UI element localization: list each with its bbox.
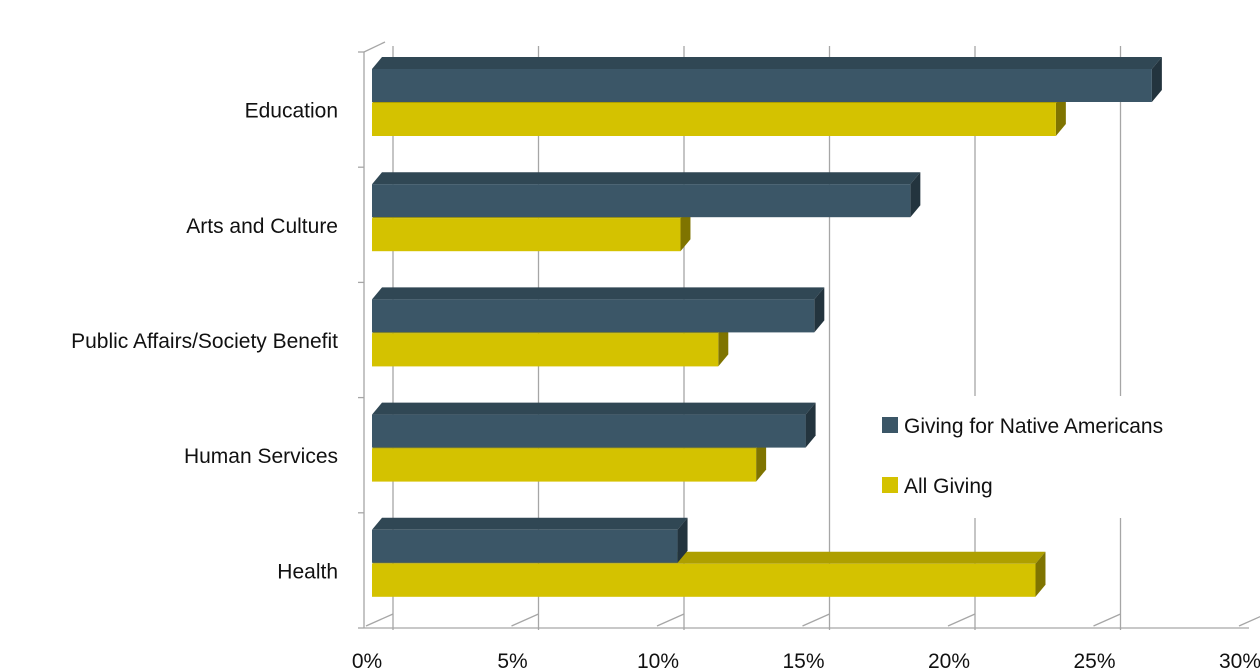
bar-end-face <box>677 517 688 563</box>
axis-layer <box>358 41 1249 629</box>
bar <box>372 563 1036 597</box>
bar <box>372 299 815 333</box>
bar <box>372 184 911 218</box>
bars-layer <box>372 57 1162 597</box>
legend: Giving for Native Americans All Giving <box>862 396 1234 518</box>
x-tick-label: 15% <box>782 650 824 670</box>
bar-top-face <box>372 172 921 185</box>
bar <box>372 529 678 563</box>
bar-top-face <box>372 517 688 530</box>
legend-label: All Giving <box>904 475 993 498</box>
x-tick-label: 5% <box>497 650 527 670</box>
category-label: Arts and Culture <box>186 215 338 238</box>
legend-background <box>862 396 1234 518</box>
category-label: Health <box>277 560 338 583</box>
x-tick-label: 20% <box>928 650 970 670</box>
x-tick-label: 25% <box>1073 650 1115 670</box>
labels-layer: Education Arts and Culture Public Affairs/… <box>71 100 1260 670</box>
floor-line <box>1093 613 1121 627</box>
bar-end-face <box>718 321 729 367</box>
floor-line <box>802 613 830 627</box>
floor-line <box>947 613 976 627</box>
bar <box>372 103 1056 136</box>
x-tick-label: 30% <box>1219 650 1260 670</box>
bar <box>372 333 719 367</box>
bar <box>372 69 1152 102</box>
floor-line <box>511 613 539 627</box>
bar-end-face <box>910 172 921 218</box>
floor-line <box>1238 615 1260 627</box>
y-axis-top-edge <box>363 41 386 53</box>
bar-end-face <box>756 436 767 482</box>
bar-end-face <box>805 402 816 448</box>
floor-line <box>365 613 394 627</box>
floor-line <box>656 613 685 627</box>
bar-top-face <box>372 402 816 415</box>
bar <box>372 414 806 448</box>
legend-swatch <box>882 477 898 493</box>
bar-top-face <box>372 57 1162 69</box>
category-label: Public Affairs/Society Benefit <box>71 330 338 353</box>
bar-end-face <box>1055 91 1066 136</box>
bar-end-face <box>814 287 825 333</box>
legend-label: Giving for Native Americans <box>904 415 1163 438</box>
x-tick-label: 0% <box>352 650 382 670</box>
legend-swatch <box>882 417 898 433</box>
category-label: Education <box>245 100 338 123</box>
grid-layer <box>365 46 1260 630</box>
bar <box>372 448 757 482</box>
x-tick-label: 10% <box>637 650 679 670</box>
category-label: Human Services <box>184 445 338 468</box>
bar-top-face <box>372 287 825 300</box>
bar-end-face <box>680 206 691 252</box>
bar-end-face <box>1035 551 1046 597</box>
bar <box>372 218 681 252</box>
bar-end-face <box>1151 57 1162 102</box>
